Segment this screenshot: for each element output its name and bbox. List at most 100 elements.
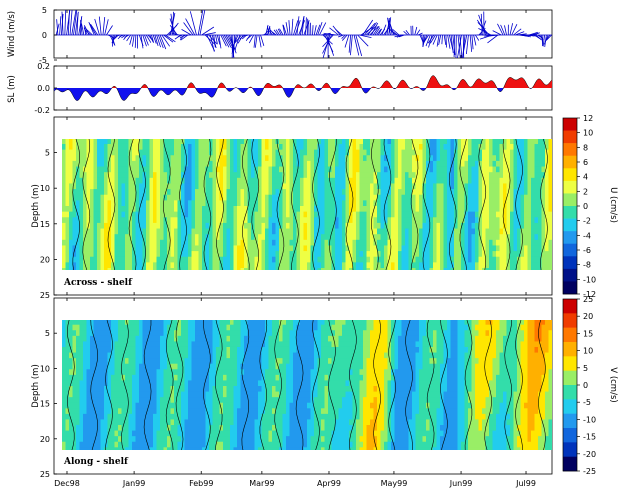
heatmap-cell — [331, 139, 336, 145]
heatmap-cell — [118, 320, 123, 326]
heatmap-cell — [485, 189, 490, 196]
heatmap-cell — [478, 217, 483, 224]
heatmap-cell — [275, 177, 280, 185]
heatmap-cell — [436, 222, 441, 230]
heatmap-cell — [174, 352, 179, 359]
heatmap-cell — [149, 402, 154, 409]
heatmap-cell — [69, 369, 74, 376]
heatmap-cell — [226, 386, 231, 393]
heatmap-cell — [321, 155, 326, 162]
wind-stick — [246, 34, 253, 40]
wind-stick — [403, 31, 409, 36]
heatmap-cell — [380, 206, 385, 213]
heatmap-cell — [69, 217, 74, 224]
heatmap-cell — [247, 183, 252, 190]
heatmap-cell — [429, 239, 434, 247]
heatmap-cell — [237, 139, 242, 145]
heatmap-cell — [93, 172, 98, 179]
heatmap-cell — [198, 397, 203, 404]
heatmap-cell — [142, 245, 147, 252]
heatmap-cell — [216, 155, 221, 162]
heatmap-cell — [153, 369, 158, 376]
heatmap-cell — [443, 160, 448, 168]
wind-stick — [231, 34, 239, 50]
heatmap-cell — [440, 166, 445, 173]
heatmap-cell — [412, 189, 417, 196]
heatmap-cell — [391, 155, 396, 162]
heatmap-cell — [223, 245, 228, 252]
heatmap-cell — [485, 177, 490, 185]
heatmap-cell — [359, 172, 364, 179]
heatmap-cell — [405, 155, 410, 162]
heatmap-cell — [412, 172, 417, 179]
heatmap-cell — [76, 330, 81, 337]
heatmap-cell — [296, 172, 301, 179]
heatmap-cell — [314, 211, 319, 218]
heatmap-cell — [202, 358, 207, 365]
heatmap-cell — [170, 425, 175, 432]
heatmap-cell — [198, 374, 203, 382]
heatmap-cell — [464, 172, 469, 179]
heatmap-cell — [233, 139, 238, 145]
heatmap-cell — [433, 262, 438, 269]
heatmap-cell — [538, 149, 543, 156]
wind-stick — [312, 25, 314, 36]
heatmap-cell — [149, 139, 154, 145]
heatmap-cell — [349, 149, 354, 156]
heatmap-cell — [79, 183, 84, 190]
heatmap-cell — [244, 139, 249, 145]
heatmap-cell — [310, 262, 315, 269]
heatmap-cell — [191, 251, 196, 258]
heatmap-cell — [531, 217, 536, 224]
heatmap-cell — [191, 200, 196, 207]
heatmap-cell — [111, 251, 116, 258]
heatmap-cell — [167, 172, 172, 179]
heatmap-cell — [72, 155, 77, 162]
heatmap-cell — [209, 413, 214, 421]
heatmap-cell — [188, 436, 193, 443]
heatmap-cell — [97, 447, 102, 450]
heatmap-cell — [174, 228, 179, 235]
heatmap-cell — [377, 166, 382, 173]
heatmap-cell — [156, 413, 161, 421]
heatmap-cell — [520, 189, 525, 196]
heatmap-cell — [160, 206, 165, 213]
heatmap-cell — [76, 419, 81, 426]
heatmap-cell — [510, 139, 515, 145]
heatmap-cell — [531, 206, 536, 213]
heatmap-cell — [135, 391, 140, 398]
heatmap-cell — [233, 324, 238, 331]
heatmap-cell — [349, 172, 354, 179]
heatmap-cell — [429, 234, 434, 241]
heatmap-cell — [485, 234, 490, 241]
heatmap-cell — [216, 166, 221, 173]
heatmap-cell — [265, 160, 270, 168]
heatmap-cell — [97, 166, 102, 173]
heatmap-cell — [184, 346, 189, 354]
heatmap-cell — [160, 160, 165, 168]
u-ylabel: Depth (m) — [31, 184, 41, 228]
heatmap-cell — [223, 262, 228, 269]
heatmap-cell — [230, 380, 235, 387]
heatmap-cell — [121, 228, 126, 235]
heatmap-cell — [293, 234, 298, 241]
wind-stick — [371, 22, 379, 36]
heatmap-cell — [97, 234, 102, 241]
heatmap-cell — [317, 183, 322, 190]
heatmap-cell — [517, 189, 522, 196]
heatmap-cell — [275, 222, 280, 230]
heatmap-cell — [356, 228, 361, 235]
heatmap-cell — [226, 268, 231, 270]
heatmap-cell — [114, 211, 119, 218]
heatmap-cell — [174, 380, 179, 387]
heatmap-cell — [258, 177, 263, 185]
heatmap-cell — [153, 206, 158, 213]
heatmap-cell — [398, 234, 403, 241]
heatmap-cell — [356, 189, 361, 196]
heatmap-cell — [184, 320, 189, 326]
heatmap-cell — [394, 256, 399, 263]
heatmap-cell — [349, 239, 354, 247]
heatmap-cell — [65, 239, 70, 247]
heatmap-cell — [167, 386, 172, 393]
heatmap-cell — [506, 268, 511, 270]
